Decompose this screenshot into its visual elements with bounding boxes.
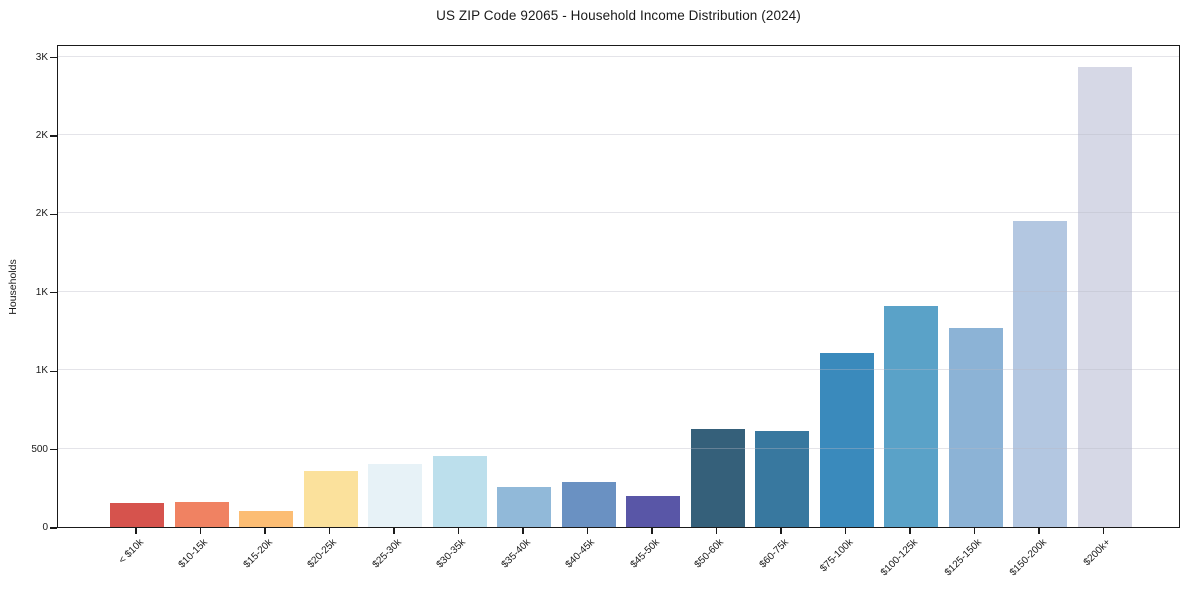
x-tick-label: $100-125k xyxy=(878,537,920,579)
bar-$75-100k xyxy=(819,352,874,527)
x-tick-label: $150-200k xyxy=(1007,537,1049,579)
x-tick-mark xyxy=(522,528,524,534)
y-tick-mark xyxy=(50,370,57,372)
x-tick-mark xyxy=(651,528,653,534)
bar-$25-30k xyxy=(368,464,422,527)
x-tick-mark xyxy=(457,528,460,534)
x-tick-mark xyxy=(328,528,331,534)
y-tick-label: 0 xyxy=(42,522,48,533)
x-tick-label: $25-30k xyxy=(370,537,404,571)
gridline-3K xyxy=(58,55,1179,57)
y-tick-mark xyxy=(50,527,57,529)
x-tick-mark xyxy=(780,528,782,534)
y-tick-label: 2K xyxy=(35,208,48,220)
bar-$35-40k xyxy=(497,487,551,527)
bar-$30-35k xyxy=(432,456,487,527)
x-tick-label: $20-25k xyxy=(305,537,340,571)
y-tick-label: 1K xyxy=(35,365,48,377)
bar-$60-75k xyxy=(755,431,809,527)
plot-area xyxy=(57,45,1180,528)
x-tick-mark xyxy=(135,528,137,534)
x-tick-label: $35-40k xyxy=(499,537,533,571)
x-tick-label: $60-75k xyxy=(757,537,791,571)
x-tick-label: $15-20k xyxy=(241,537,275,571)
x-tick-mark xyxy=(909,528,911,534)
x-tick-label: $200k+ xyxy=(1082,537,1114,569)
x-tick-label: < $10k xyxy=(116,537,146,567)
bar-$125-150k xyxy=(948,327,1003,527)
bar-$200k+ xyxy=(1077,66,1132,527)
y-tick-label: 3K xyxy=(35,51,48,63)
x-tick-label: $125-150k xyxy=(943,537,985,579)
y-tick-label: 500 xyxy=(31,443,48,455)
x-tick-label: $40-45k xyxy=(563,537,598,571)
x-tick-label: $45-50k xyxy=(628,537,662,571)
bar-$15-20k xyxy=(239,511,293,527)
x-tick-mark xyxy=(844,528,847,534)
gridline-2K xyxy=(58,134,1179,135)
y-tick-label: 2K xyxy=(35,130,48,141)
x-tick-mark xyxy=(199,528,202,534)
x-tick-mark xyxy=(715,528,718,534)
x-tick-mark xyxy=(1102,528,1105,534)
x-tick-mark xyxy=(393,528,395,534)
y-tick-mark xyxy=(50,448,57,451)
bar-$40-45k xyxy=(561,481,616,527)
bar-$150-200k xyxy=(1013,221,1067,527)
bar-$10-15k xyxy=(174,501,229,527)
bar-$20-25k xyxy=(303,470,358,527)
x-tick-label: $50-60k xyxy=(692,537,727,571)
x-tick-mark xyxy=(973,528,976,534)
x-tick-mark xyxy=(1038,528,1040,534)
x-tick-label: $75-100k xyxy=(818,537,856,575)
x-tick-label: $30-35k xyxy=(434,537,469,571)
x-tick-mark xyxy=(264,528,266,534)
y-tick-mark xyxy=(50,213,57,215)
gridline-500 xyxy=(58,447,1179,449)
x-tick-mark xyxy=(586,528,589,534)
y-tick-label: 1K xyxy=(35,286,48,298)
bar-$100-125k xyxy=(884,305,938,527)
bar-< $10k xyxy=(110,502,164,527)
gridline-1K xyxy=(58,369,1179,371)
bar-$45-50k xyxy=(626,495,680,527)
chart-title: US ZIP Code 92065 - Household Income Dis… xyxy=(436,8,801,23)
gridline-1K xyxy=(58,290,1179,292)
y-tick-mark xyxy=(50,135,57,137)
bar-$50-60k xyxy=(690,429,745,527)
y-tick-mark xyxy=(50,56,57,59)
gridline-2K xyxy=(58,212,1179,214)
x-tick-label: $10-15k xyxy=(176,537,211,571)
y-tick-mark xyxy=(50,292,57,294)
